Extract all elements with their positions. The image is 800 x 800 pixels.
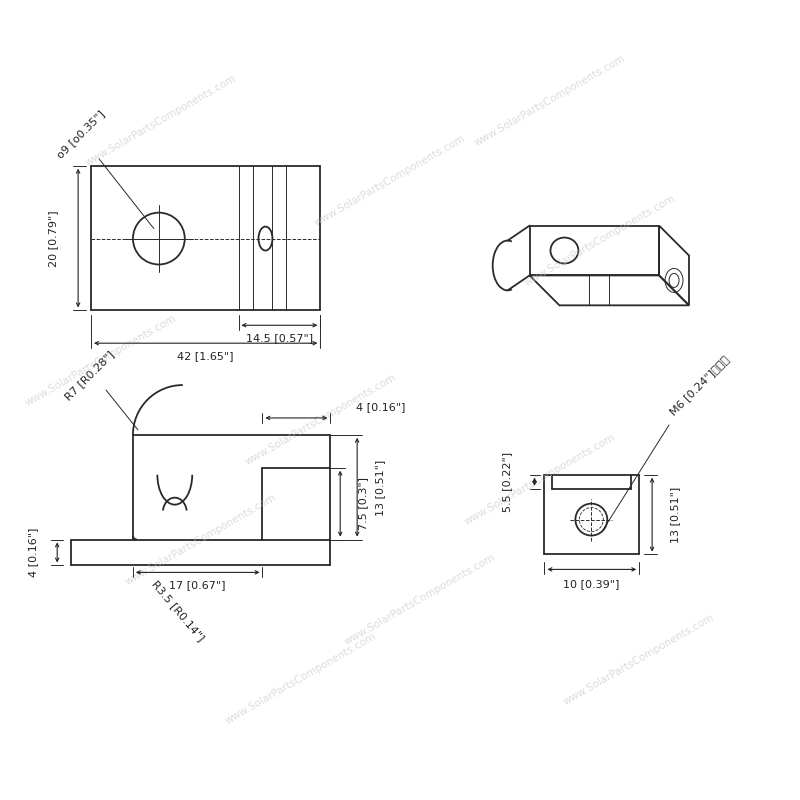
Text: 20 [0.79"]: 20 [0.79"] bbox=[48, 210, 58, 267]
Text: www.SolarPartsComponents.com: www.SolarPartsComponents.com bbox=[462, 432, 617, 527]
Text: o9 [o0.35"]: o9 [o0.35"] bbox=[55, 108, 107, 160]
Text: 14.5 [0.57"]: 14.5 [0.57"] bbox=[246, 334, 313, 343]
Text: www.SolarPartsComponents.com: www.SolarPartsComponents.com bbox=[123, 492, 278, 587]
Text: R7 [R0.28"]: R7 [R0.28"] bbox=[62, 349, 116, 402]
Text: 4 [0.16"]: 4 [0.16"] bbox=[28, 528, 38, 577]
Text: M6 [0.24"]螺纹孔: M6 [0.24"]螺纹孔 bbox=[667, 354, 730, 417]
Text: www.SolarPartsComponents.com: www.SolarPartsComponents.com bbox=[243, 373, 398, 467]
Text: 13 [0.51"]: 13 [0.51"] bbox=[670, 486, 680, 542]
Text: 7.5 [0.3"]: 7.5 [0.3"] bbox=[358, 477, 368, 530]
Text: www.SolarPartsComponents.com: www.SolarPartsComponents.com bbox=[24, 313, 178, 407]
Text: R3.5 [R0.14"]: R3.5 [R0.14"] bbox=[150, 579, 206, 643]
Text: www.SolarPartsComponents.com: www.SolarPartsComponents.com bbox=[342, 552, 497, 646]
Text: www.SolarPartsComponents.com: www.SolarPartsComponents.com bbox=[562, 612, 716, 706]
Text: www.SolarPartsComponents.com: www.SolarPartsComponents.com bbox=[472, 54, 626, 149]
Text: 17 [0.67"]: 17 [0.67"] bbox=[170, 580, 226, 590]
Text: 5.5 [0.22"]: 5.5 [0.22"] bbox=[502, 452, 512, 512]
Text: 4 [0.16"]: 4 [0.16"] bbox=[356, 402, 406, 412]
Text: www.SolarPartsComponents.com: www.SolarPartsComponents.com bbox=[223, 631, 378, 726]
Text: 42 [1.65"]: 42 [1.65"] bbox=[178, 351, 234, 361]
Text: www.SolarPartsComponents.com: www.SolarPartsComponents.com bbox=[313, 134, 467, 228]
Text: 13 [0.51"]: 13 [0.51"] bbox=[375, 459, 385, 516]
Text: www.SolarPartsComponents.com: www.SolarPartsComponents.com bbox=[84, 74, 238, 169]
Text: www.SolarPartsComponents.com: www.SolarPartsComponents.com bbox=[522, 193, 677, 288]
Text: 10 [0.39"]: 10 [0.39"] bbox=[563, 579, 619, 590]
